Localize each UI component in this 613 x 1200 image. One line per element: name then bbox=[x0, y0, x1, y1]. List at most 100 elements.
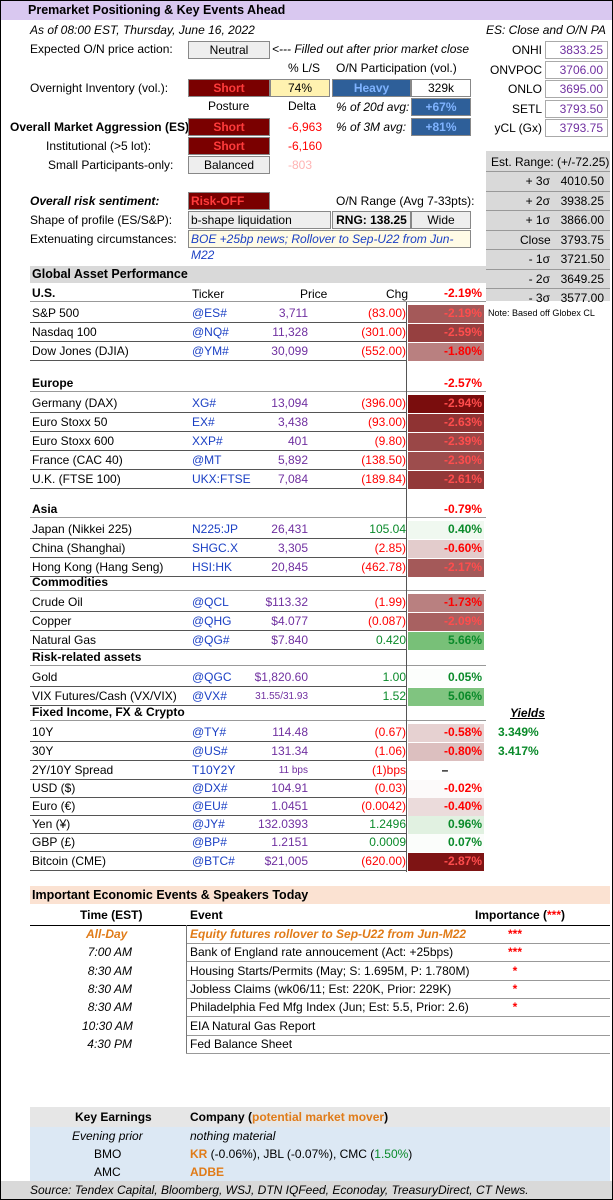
asset-price: 5,892 bbox=[277, 453, 308, 467]
bmo-label: BMO bbox=[94, 1147, 122, 1161]
es-range-value: 3649.25 bbox=[560, 271, 604, 286]
asset-row-line bbox=[30, 488, 406, 489]
asset-pct: -2.09% bbox=[443, 614, 482, 628]
pct-heat-cell bbox=[408, 559, 484, 577]
asset-chg: (189.84) bbox=[361, 472, 406, 486]
asset-pct: 0.07% bbox=[447, 835, 482, 849]
asset-row-line bbox=[30, 322, 406, 323]
asset-pct: -1.73% bbox=[443, 595, 482, 609]
asset-ticker: XXP# bbox=[192, 434, 223, 448]
expected-value: Neutral bbox=[188, 41, 270, 59]
inventory-value: Short bbox=[188, 79, 270, 97]
asset-ticker: @US# bbox=[192, 744, 228, 758]
asset-chg: (83.00) bbox=[367, 306, 406, 320]
asset-ticker: @NQ# bbox=[192, 325, 229, 339]
asset-name: 30Y bbox=[32, 744, 54, 758]
asset-row-line bbox=[30, 649, 406, 650]
asset-ticker: @ES# bbox=[192, 306, 227, 320]
es-range-label: - 1σ bbox=[528, 252, 550, 266]
events-title: Important Economic Events & Speakers Tod… bbox=[30, 886, 610, 904]
asset-ticker: @YM# bbox=[192, 344, 229, 358]
pct-heat-cell bbox=[408, 834, 484, 852]
bmo-row-bg bbox=[30, 1145, 610, 1163]
participation-value: Heavy bbox=[332, 79, 411, 97]
asset-row: Bitcoin (CME) @BTC# $21,005 (620.00) -2.87% bbox=[30, 852, 486, 871]
asset-name: Yen (¥) bbox=[32, 817, 71, 831]
col-participation: O/N Participation (vol.) bbox=[336, 61, 457, 75]
asset-price: 11 bps bbox=[278, 765, 308, 776]
asset-chg: (1.99) bbox=[374, 595, 406, 609]
asset-name: Nasdaq 100 bbox=[32, 325, 97, 339]
asset-chg: (138.50) bbox=[361, 453, 406, 467]
asset-name: Hong Kong (Hang Seng) bbox=[32, 560, 164, 574]
asset-name: 10Y bbox=[32, 725, 54, 739]
asset-group-underline bbox=[30, 391, 486, 392]
event-name: Philadelphia Fed Mfg Index (Jun; Est: 5.… bbox=[190, 1000, 469, 1015]
col-company-note: potential market mover bbox=[252, 1110, 385, 1124]
bmo-kr-chg: (-0.06%), JBL (-0.07%), CMC ( bbox=[207, 1147, 375, 1161]
event-time: 4:30 PM bbox=[87, 1036, 132, 1051]
risk-label: Overall risk sentiment: bbox=[30, 194, 160, 208]
asset-pct: -0.40% bbox=[443, 799, 482, 813]
asset-name: Natural Gas bbox=[32, 633, 97, 647]
asset-price: 131.34 bbox=[271, 744, 308, 758]
asset-price: 13,094 bbox=[271, 396, 308, 410]
asset-pct: -2.19% bbox=[443, 306, 482, 320]
event-name: EIA Natural Gas Report bbox=[190, 1018, 316, 1033]
asset-row-line bbox=[30, 779, 406, 780]
asset-pct: -2.63% bbox=[443, 415, 482, 429]
earnings-header-bg bbox=[30, 1107, 610, 1127]
event-name: Housing Starts/Permits (May; S: 1.695M, … bbox=[190, 963, 470, 978]
asset-ticker: @JY# bbox=[192, 817, 225, 831]
col-ls: % L/S bbox=[288, 61, 321, 75]
asset-ticker: XG# bbox=[192, 396, 217, 410]
asset-price: $1,820.60 bbox=[254, 670, 308, 684]
asset-name: Japan (Nikkei 225) bbox=[32, 522, 133, 536]
aggression-delta: -6,963 bbox=[288, 120, 323, 134]
asset-name: Copper bbox=[32, 614, 72, 628]
event-time: 7:00 AM bbox=[87, 945, 132, 960]
event-name: Bank of England rate annoucement (Act: +… bbox=[190, 945, 454, 960]
col-importance: Importance (***) bbox=[475, 908, 565, 922]
inventory-pct: 74% bbox=[270, 79, 330, 97]
asset-group-commodities: Commodities bbox=[32, 575, 109, 589]
asset-pct: 0.05% bbox=[447, 670, 482, 684]
es-level-label: ONVPOC bbox=[489, 62, 542, 77]
evening-value: nothing material bbox=[190, 1129, 276, 1143]
small-value: Balanced bbox=[188, 156, 270, 174]
asset-price: 1.0451 bbox=[271, 799, 308, 813]
avg20-label: % of 20d avg: bbox=[336, 100, 410, 114]
asset-ticker: UKX:FTSE bbox=[192, 472, 251, 486]
event-time: 10:30 AM bbox=[82, 1018, 133, 1033]
asset-price: 26,431 bbox=[271, 522, 308, 536]
es-level-label: ONLO bbox=[507, 82, 542, 96]
es-range-divider bbox=[486, 190, 610, 192]
evening-label: Evening prior bbox=[72, 1129, 143, 1143]
asset-pct: 0.96% bbox=[447, 817, 482, 831]
inventory-label: Overnight Inventory (vol.): bbox=[30, 81, 169, 95]
asset-chg: (9.80) bbox=[374, 434, 406, 448]
amc-label: AMC bbox=[94, 1165, 121, 1179]
evening-row-bg bbox=[30, 1127, 610, 1145]
asset-name: Dow Jones (DJIA) bbox=[32, 344, 129, 358]
asset-row-line bbox=[30, 815, 406, 816]
asset-pct: -2.30% bbox=[443, 453, 482, 467]
event-stars: * bbox=[512, 1000, 518, 1015]
pct-heat-cell bbox=[408, 688, 484, 706]
asset-price: 132.0393 bbox=[257, 817, 308, 831]
asset-col-divider bbox=[406, 302, 407, 872]
asset-row: China (Shanghai) SHGC.X 3,305 (2.85) -0.60% bbox=[30, 539, 486, 558]
asset-pct: 0.40% bbox=[447, 522, 482, 536]
asset-row-line bbox=[30, 851, 406, 852]
asset-pct: -0.02% bbox=[443, 781, 482, 795]
event-divider bbox=[186, 1016, 610, 1018]
asset-ticker: @BTC# bbox=[192, 854, 235, 868]
asset-row: S&P 500 @ES# 3,711 (83.00) -2.19% bbox=[30, 304, 486, 323]
asset-price: 3,438 bbox=[277, 415, 308, 429]
asset-chg: (0.0042) bbox=[361, 799, 406, 813]
asset-chg: (2.85) bbox=[374, 541, 406, 555]
asset-ticker: @QGC bbox=[192, 670, 232, 684]
asset-chg: (1)bps bbox=[371, 763, 406, 777]
risk-value: Risk-OFF bbox=[188, 192, 270, 210]
asset-price: 104.91 bbox=[271, 781, 308, 795]
